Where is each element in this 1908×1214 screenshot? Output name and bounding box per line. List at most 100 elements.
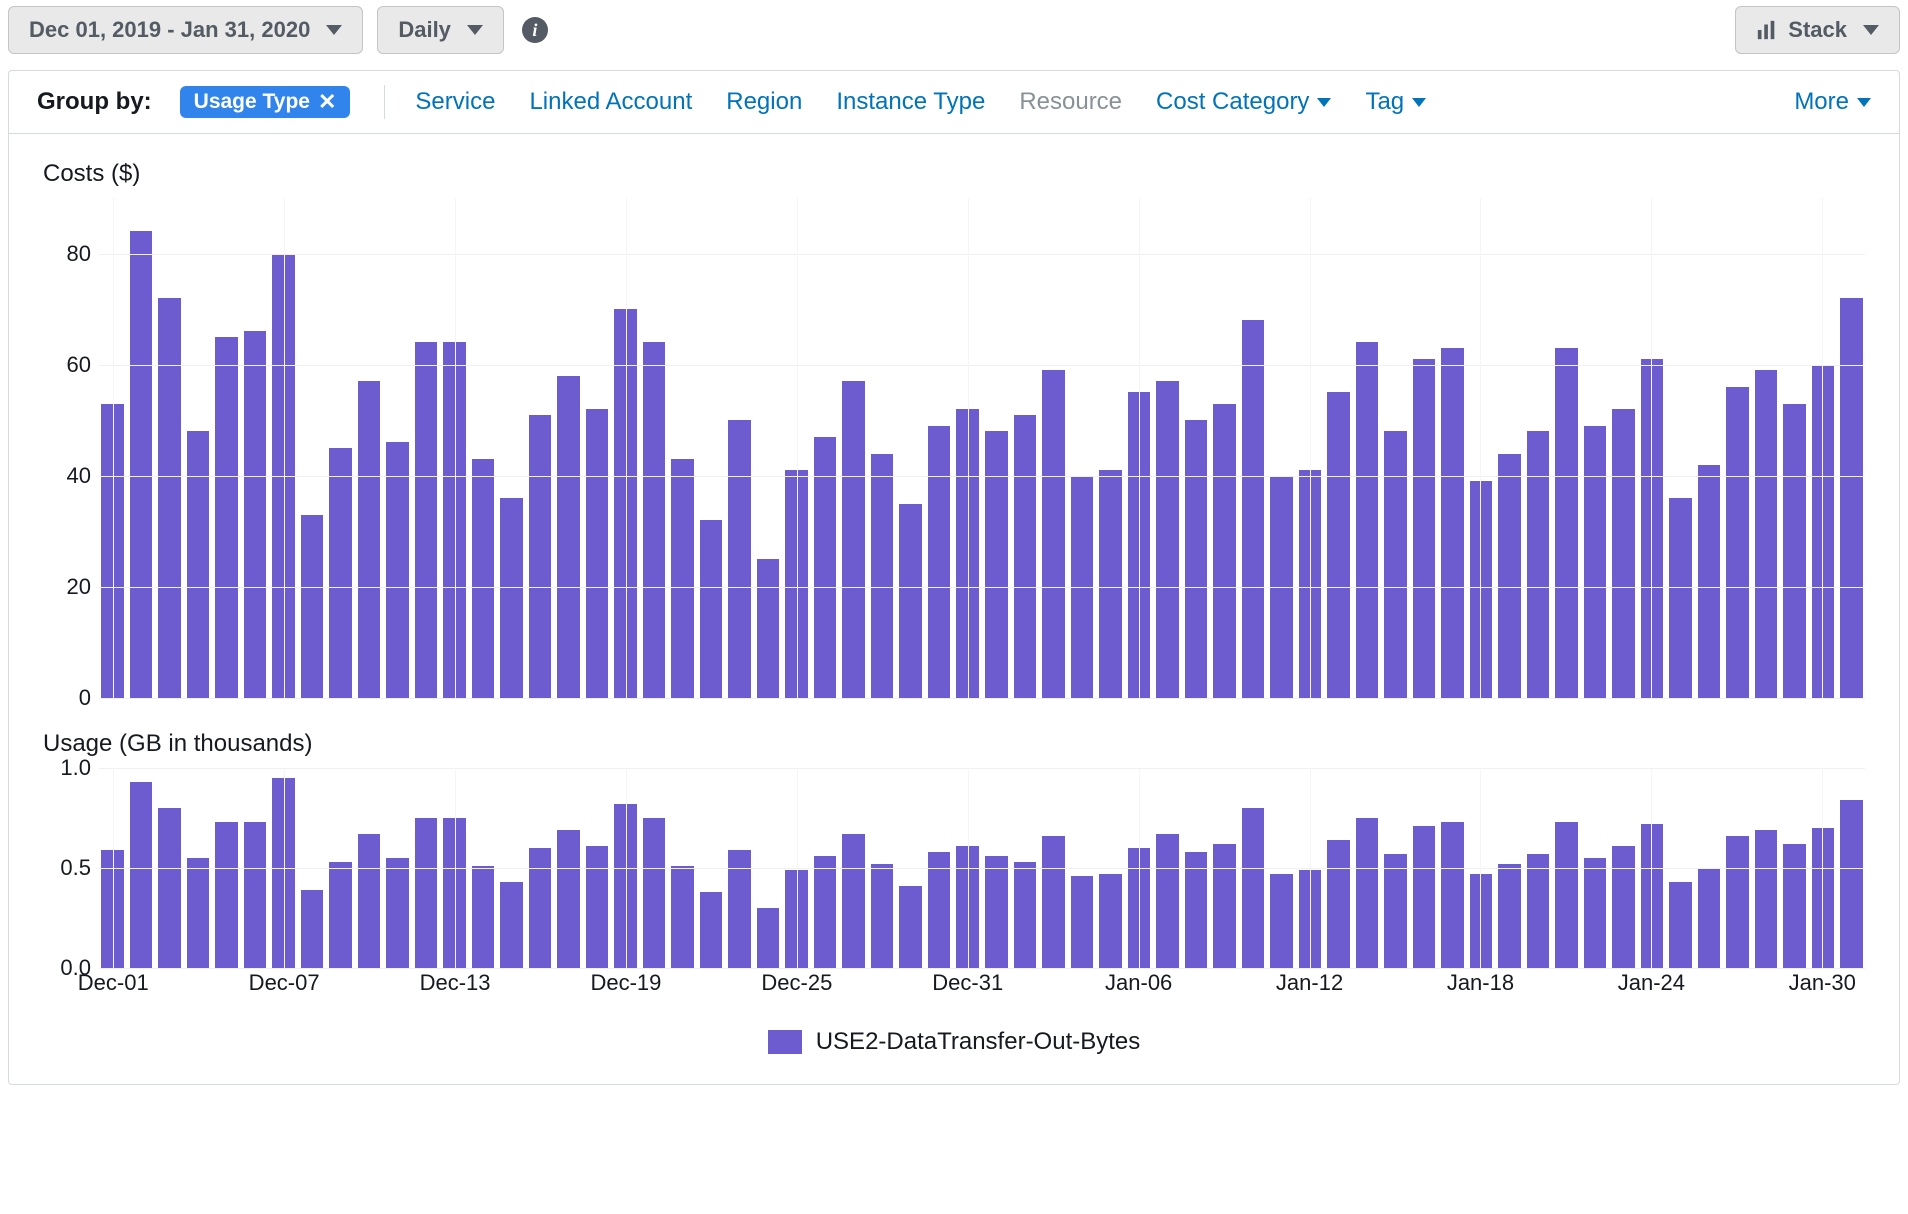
group-by-option[interactable]: Cost Category (1156, 88, 1331, 116)
bar (329, 862, 352, 968)
gridline-vertical (284, 198, 285, 698)
gridline-vertical (1822, 768, 1823, 968)
bar (130, 231, 153, 698)
bar (1840, 800, 1863, 968)
group-by-option-label: Resource (1019, 88, 1122, 116)
gridline-vertical (626, 768, 627, 968)
bar (586, 846, 609, 968)
group-by-option[interactable]: Tag (1365, 88, 1426, 116)
gridline-vertical (284, 768, 285, 968)
chart-style-picker[interactable]: Stack (1735, 6, 1900, 54)
chart-legend: USE2-DataTransfer-Out-Bytes (43, 1004, 1865, 1074)
bar (1783, 404, 1806, 698)
costs-bars (99, 198, 1865, 698)
bar (1014, 862, 1037, 968)
group-by-options: Service Linked Account Region Instance Type… (415, 88, 1426, 116)
gridline-vertical (1651, 198, 1652, 698)
bar (1099, 874, 1122, 968)
bar (1527, 854, 1550, 968)
gridline (99, 476, 1865, 477)
gridline-vertical (1310, 768, 1311, 968)
group-by-more[interactable]: More (1794, 88, 1871, 116)
bar (1669, 882, 1692, 968)
usage-plot (99, 768, 1865, 968)
bar (1185, 420, 1208, 698)
y-tick-label: 0 (79, 685, 91, 711)
group-by-label: Group by: (37, 88, 152, 116)
group-by-option[interactable]: Linked Account (529, 88, 692, 116)
bar (1384, 854, 1407, 968)
group-by-option-label: Region (726, 88, 802, 116)
caret-down-icon (326, 25, 342, 35)
caret-down-icon (1317, 98, 1331, 107)
gridline-vertical (1480, 768, 1481, 968)
group-by-bar: Group by: Usage Type ✕ Service Linked Acc… (9, 71, 1899, 134)
divider (384, 85, 385, 119)
bar (985, 856, 1008, 968)
bar (899, 504, 922, 698)
bar (1840, 298, 1863, 698)
bar (500, 882, 523, 968)
bar (700, 892, 723, 968)
bar (1698, 868, 1721, 968)
bar (757, 559, 780, 698)
bar (928, 852, 951, 968)
bar (643, 342, 666, 698)
y-tick-label: 20 (67, 574, 91, 600)
bar (671, 866, 694, 968)
caret-down-icon (1863, 25, 1879, 35)
bar (1242, 808, 1265, 968)
bar (1755, 370, 1778, 698)
info-icon[interactable]: i (522, 17, 548, 43)
y-tick-label: 40 (67, 463, 91, 489)
bar (329, 448, 352, 698)
gridline-vertical (626, 198, 627, 698)
bar (557, 830, 580, 968)
bar (500, 498, 523, 698)
caret-down-icon (1412, 98, 1426, 107)
group-by-option-label: Service (415, 88, 495, 116)
gridline-vertical (797, 198, 798, 698)
bar (1356, 342, 1379, 698)
date-range-picker[interactable]: Dec 01, 2019 - Jan 31, 2020 (8, 6, 363, 54)
group-by-chip-usage-type[interactable]: Usage Type ✕ (180, 86, 351, 118)
chip-label: Usage Type (194, 90, 310, 114)
granularity-picker[interactable]: Daily (377, 6, 504, 54)
bar (158, 298, 181, 698)
y-tick-label: 0.5 (60, 855, 91, 881)
close-icon[interactable]: ✕ (318, 91, 336, 113)
bar (1726, 387, 1749, 698)
gridline-vertical (113, 198, 114, 698)
x-tick-label: Jan-24 (1618, 970, 1685, 996)
bar (1669, 498, 1692, 698)
bar (1356, 818, 1379, 968)
bar (1099, 470, 1122, 698)
y-tick-label: 80 (67, 241, 91, 267)
x-tick-label: Dec-19 (590, 970, 661, 996)
bar (1213, 404, 1236, 698)
group-by-option[interactable]: Region (726, 88, 802, 116)
bar (1185, 852, 1208, 968)
date-range-label: Dec 01, 2019 - Jan 31, 2020 (29, 17, 310, 43)
x-tick-label: Jan-12 (1276, 970, 1343, 996)
bar (1555, 822, 1578, 968)
bar (1413, 826, 1436, 968)
bar (244, 822, 267, 968)
gridline-vertical (1822, 198, 1823, 698)
bar (1156, 834, 1179, 968)
bar (814, 856, 837, 968)
gridline (99, 365, 1865, 366)
group-by-option[interactable]: Service (415, 88, 495, 116)
gridline-vertical (1139, 768, 1140, 968)
bar (1584, 426, 1607, 698)
gridline-vertical (455, 198, 456, 698)
group-by-option[interactable]: Instance Type (836, 88, 985, 116)
bar (158, 808, 181, 968)
bar (1498, 864, 1521, 968)
bar (244, 331, 267, 698)
bar (1584, 858, 1607, 968)
chart-style-label: Stack (1788, 17, 1847, 43)
gridline (99, 868, 1865, 869)
costs-plot (99, 198, 1865, 698)
bar (871, 864, 894, 968)
